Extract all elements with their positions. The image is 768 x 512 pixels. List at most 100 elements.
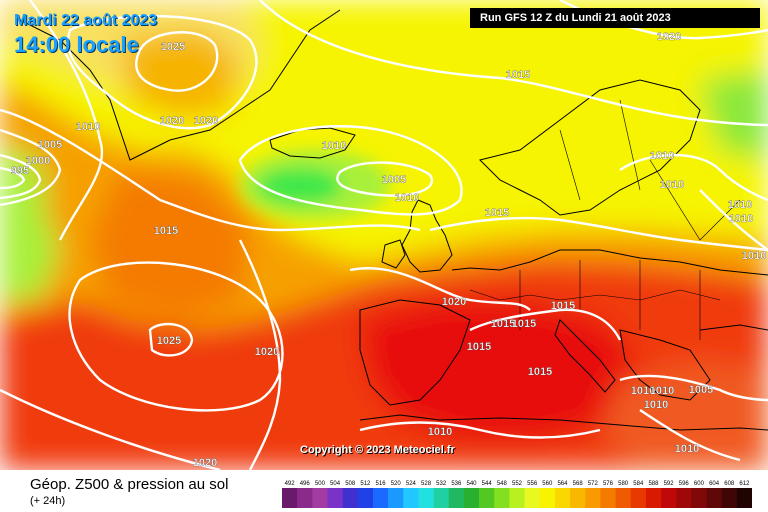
scale-swatch — [494, 488, 510, 508]
isobar-1000-west — [0, 153, 42, 200]
scale-tick-label: 516 — [376, 481, 387, 487]
isobar-1015-med — [469, 308, 622, 341]
scale-swatch — [661, 488, 677, 508]
scale-swatch — [463, 488, 480, 508]
scale-swatch — [479, 488, 495, 508]
scale-swatch — [585, 488, 601, 508]
scale-tick-label: 600 — [694, 481, 705, 487]
scale-tick-label: 612 — [739, 481, 750, 487]
isobar-label: 1025 — [161, 41, 185, 53]
scale-swatch — [676, 488, 692, 508]
isobar-1010-iceland — [238, 125, 463, 216]
scale-tick-label: 608 — [724, 481, 735, 487]
scale-tick-label: 544 — [482, 481, 493, 487]
isobar-label: 1015 — [551, 300, 575, 312]
isobar-label: 1010 — [76, 121, 100, 133]
coast-africa — [359, 414, 768, 431]
isobar-1015-central — [429, 216, 768, 252]
isobar-1020-greenland — [66, 14, 258, 130]
scale-tick-label: 568 — [573, 481, 584, 487]
copyright-text: Copyright © 2023 Meteociel.fr — [300, 444, 455, 456]
isobar-995-west — [0, 166, 26, 190]
isobar-label: 1010 — [631, 385, 655, 397]
isobar-1010-scand — [619, 153, 768, 202]
scale-swatch — [433, 488, 450, 508]
scale-tick-label: 508 — [345, 481, 356, 487]
scale-tick-label: 496 — [300, 481, 311, 487]
isobar-label: 1010 — [650, 150, 674, 162]
coast-italy — [554, 319, 616, 393]
scale-tick-label: 560 — [542, 481, 553, 487]
isobar-label: 1000 — [26, 155, 50, 167]
isobar-label: 1015 — [467, 341, 491, 353]
isobar-label: 1020 — [657, 31, 681, 43]
scale-tick-label: 536 — [451, 481, 462, 487]
scale-tick-label: 492 — [285, 481, 296, 487]
scale-swatch — [554, 488, 571, 508]
isobar-label: 1020 — [442, 296, 466, 308]
scale-tick-label: 556 — [527, 481, 538, 487]
isobar-1010-africa — [359, 421, 601, 439]
coast-greenland — [19, 9, 341, 161]
scale-swatch — [570, 488, 586, 508]
isobar-label: 1025 — [157, 335, 181, 347]
scale-swatch — [282, 488, 298, 508]
isobar-1025-azores — [148, 322, 194, 357]
isobar-label: 1010 — [644, 399, 668, 411]
scale-swatch — [297, 488, 313, 508]
scale-tick-label: 512 — [360, 481, 371, 487]
scale-tick-label: 588 — [648, 481, 659, 487]
scale-tick-label: 580 — [618, 481, 629, 487]
isobar-1010-west — [29, 0, 103, 241]
isobar-1020-south — [0, 388, 221, 470]
isobar-label: 1010 — [650, 385, 674, 397]
isobar-label: 1010 — [675, 443, 699, 455]
isobar-label: 1015 — [506, 69, 530, 81]
forecast-time: 14:00 locale — [14, 32, 139, 57]
isobar-label: 1020 — [255, 346, 279, 358]
scale-swatch — [357, 488, 374, 508]
scale-tick-label: 552 — [512, 481, 523, 487]
scale-swatch — [615, 488, 632, 508]
coast-balkans — [619, 329, 711, 401]
scale-swatch — [630, 488, 647, 508]
scale-swatch — [388, 488, 404, 508]
scale-swatch — [736, 488, 752, 508]
coast-turkey — [699, 324, 768, 331]
isobar-lines — [0, 0, 768, 470]
border-europe — [469, 260, 721, 340]
isobar-label: 995 — [11, 165, 29, 177]
scale-tick-label: 584 — [633, 481, 644, 487]
isobar-label: 1015 — [528, 366, 552, 378]
coast-ireland — [381, 239, 406, 269]
scale-swatch — [524, 488, 541, 508]
run-banner: Run GFS 12 Z du Lundi 21 août 2023 — [470, 8, 760, 28]
isobar-label: 1015 — [154, 225, 178, 237]
scale-tick-label: 548 — [497, 481, 508, 487]
variable-title: Géop. Z500 & pression au sol — [30, 476, 229, 493]
scale-swatch — [509, 488, 525, 508]
isobar-label: 1015 — [485, 207, 509, 219]
isobar-label: 1010 — [742, 250, 766, 262]
field-green-sw — [0, 200, 60, 300]
isobar-label: 1010 — [322, 140, 346, 152]
isobar-1010-east-med — [619, 374, 768, 402]
scale-swatch — [706, 488, 722, 508]
scale-tick-label: 524 — [406, 481, 417, 487]
isobar-label: 1020 — [193, 457, 217, 469]
scale-swatch — [645, 488, 662, 508]
isobar-1005-west — [0, 128, 62, 207]
color-scale-legend: 492 496 500 504 508 512 516 520 524 528 532 536 540 5… — [282, 481, 752, 508]
isobar-label: 1010 — [660, 179, 684, 191]
isobar-label: 1010 — [729, 213, 753, 225]
isobar-label: 1015 — [512, 318, 536, 330]
isobar-label: 1020 — [160, 115, 184, 127]
isobar-label: 1005 — [38, 139, 62, 151]
coast-europe-main — [451, 249, 768, 276]
scale-tick-label: 500 — [315, 481, 326, 487]
scale-tick-label: 604 — [709, 481, 720, 487]
scale-swatch — [327, 488, 343, 508]
scale-swatch — [372, 488, 389, 508]
